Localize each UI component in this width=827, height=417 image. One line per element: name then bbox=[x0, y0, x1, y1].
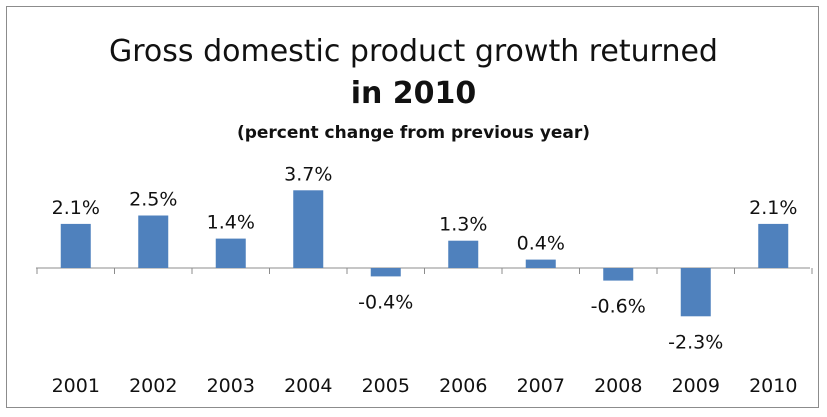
x-tick-label-2008: 2008 bbox=[594, 375, 642, 397]
bar-2004 bbox=[293, 190, 324, 268]
data-label-2004: 3.7% bbox=[284, 163, 332, 185]
x-tick-label-2003: 2003 bbox=[207, 375, 255, 397]
bar-2007 bbox=[525, 259, 556, 268]
bar-2005 bbox=[370, 268, 401, 277]
chart-title-line1: Gross domestic product growth returned bbox=[109, 34, 718, 69]
data-label-2010: 2.1% bbox=[749, 197, 797, 219]
chart-frame bbox=[6, 6, 819, 408]
x-tick-label-2002: 2002 bbox=[129, 375, 177, 397]
x-tick-label-2006: 2006 bbox=[439, 375, 487, 397]
data-label-2009: -2.3% bbox=[668, 331, 723, 353]
x-tick-label-2007: 2007 bbox=[517, 375, 565, 397]
chart-subtitle: (percent change from previous year) bbox=[236, 123, 591, 143]
data-label-2005: -0.4% bbox=[358, 291, 413, 313]
chart-title-line2: in 2010 bbox=[350, 76, 477, 111]
data-label-2003: 1.4% bbox=[207, 212, 255, 234]
x-tick-label-2010: 2010 bbox=[749, 375, 797, 397]
bar-2009 bbox=[680, 268, 711, 317]
data-label-2007: 0.4% bbox=[517, 233, 565, 255]
x-tick-label-2005: 2005 bbox=[362, 375, 410, 397]
x-tick-label-2009: 2009 bbox=[672, 375, 720, 397]
bar-2002 bbox=[138, 215, 169, 268]
data-label-2006: 1.3% bbox=[439, 214, 487, 236]
data-label-2008: -0.6% bbox=[591, 296, 646, 318]
data-label-2001: 2.1% bbox=[52, 197, 100, 219]
bar-2006 bbox=[448, 240, 479, 268]
bar-2001 bbox=[60, 223, 91, 268]
x-tick-label-2001: 2001 bbox=[52, 375, 100, 397]
data-label-2002: 2.5% bbox=[129, 189, 177, 211]
bar-2010 bbox=[758, 223, 789, 268]
bar-2008 bbox=[603, 268, 634, 281]
bar-2003 bbox=[215, 238, 246, 268]
x-tick-label-2004: 2004 bbox=[284, 375, 332, 397]
